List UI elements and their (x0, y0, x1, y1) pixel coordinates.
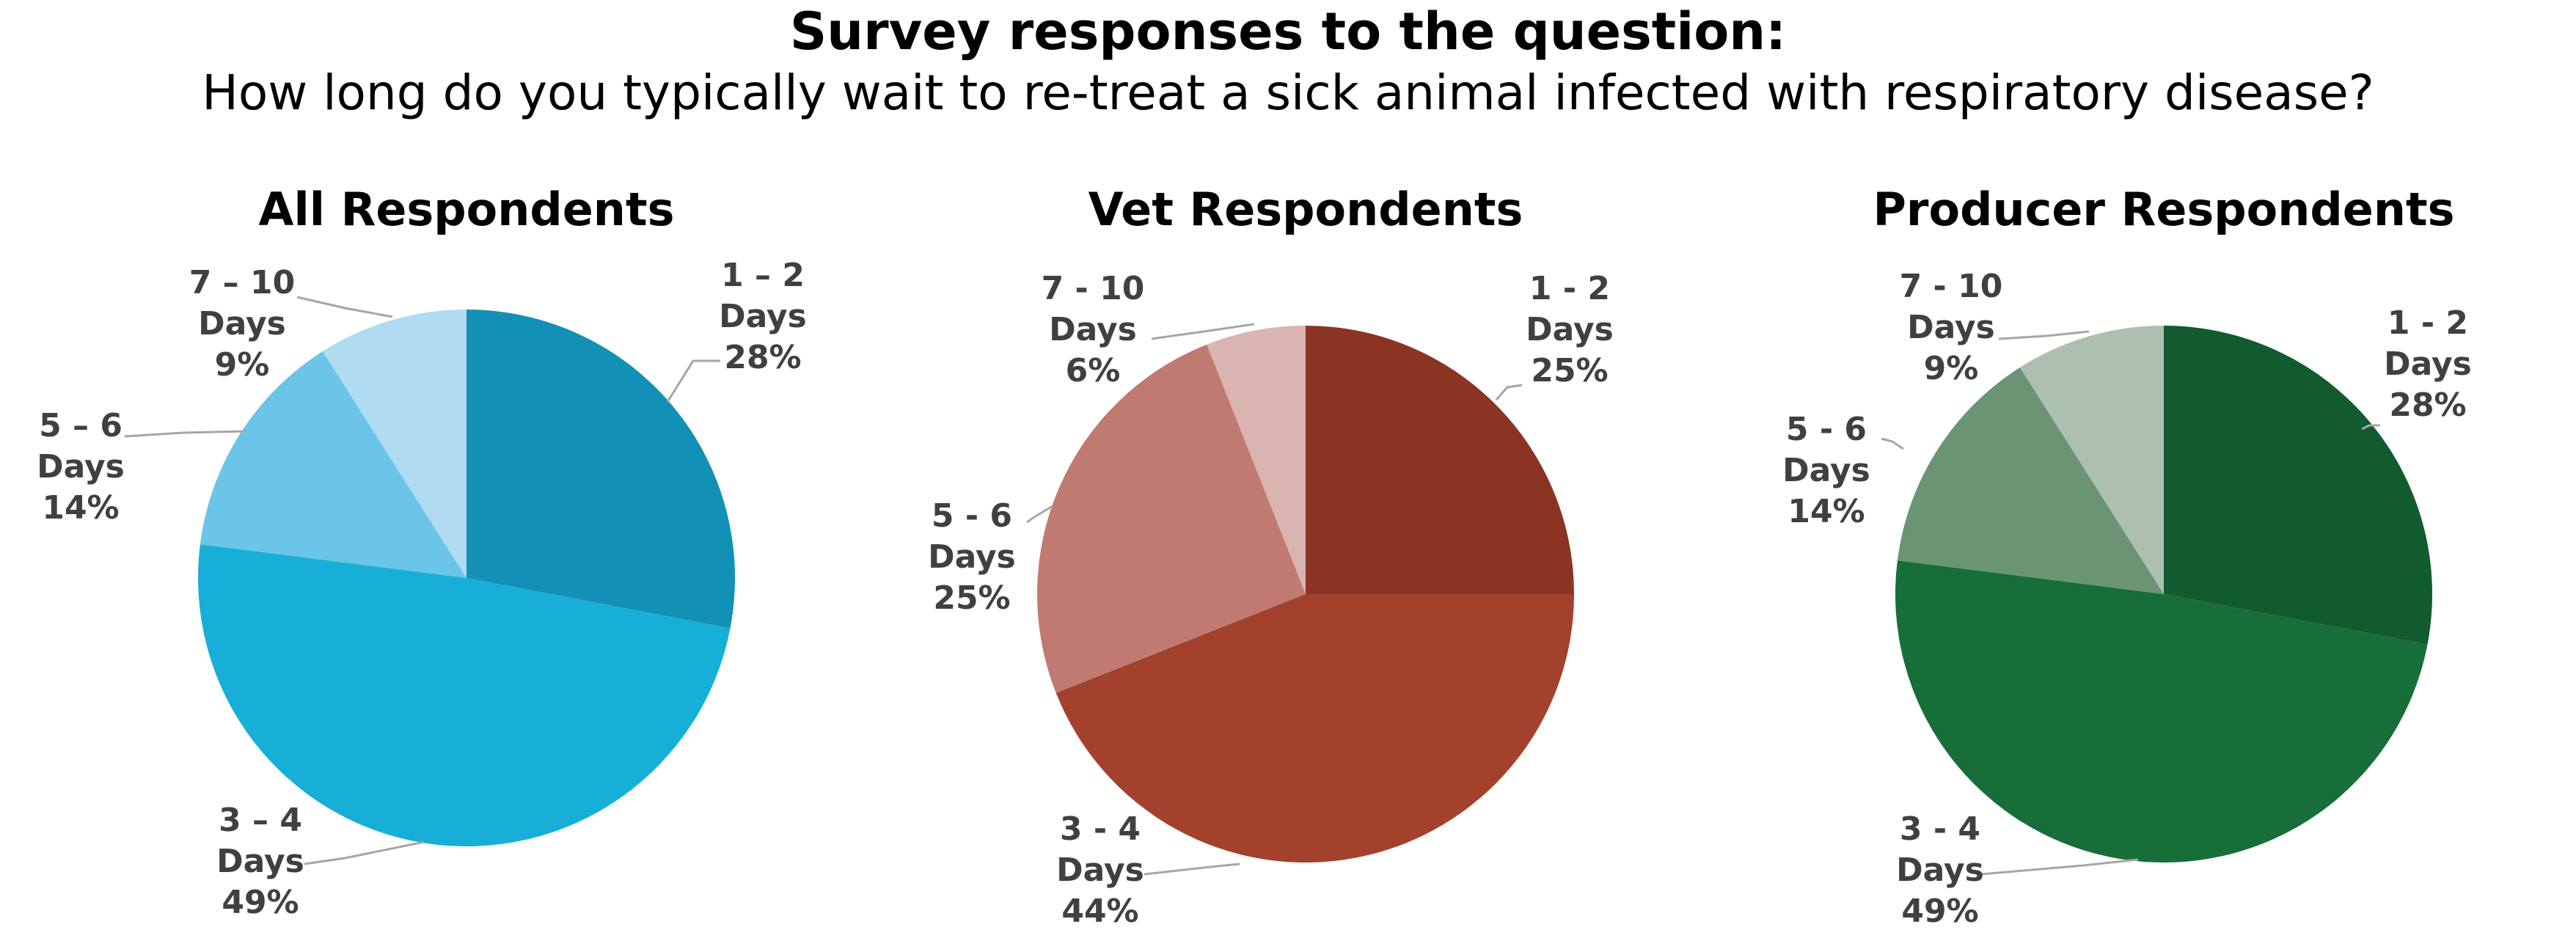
leader-line-2-3 (1026, 505, 1053, 524)
slice-label-line: 1 - 2 (1529, 270, 1610, 307)
slice-label-line: 5 - 6 (932, 497, 1012, 535)
slice-label-line: 5 - 6 (1786, 411, 1867, 448)
leader-line-3-2 (1980, 858, 2139, 876)
leader-line-3-4 (1998, 330, 2090, 340)
chart-title-2: Vet Respondents (1088, 183, 1523, 236)
slice-label-1-1: 1 – 2 Days 28% (719, 257, 807, 376)
slice-label-line: 6% (1066, 352, 1121, 389)
pie-slice-2-3 (1036, 344, 1306, 693)
slice-label-line: Days (1056, 852, 1144, 889)
slice-label-line: 44% (1061, 893, 1138, 930)
slice-label-line: 5 – 6 (39, 407, 122, 444)
slice-label-line: 25% (1531, 352, 1608, 389)
slice-label-2-3: 5 - 6 Days 25% (928, 497, 1016, 617)
slice-label-line: 3 – 4 (219, 802, 302, 839)
slice-label-2-4: 7 - 10 Days 6% (1042, 270, 1145, 389)
pie-slice-2-1 (1306, 326, 1574, 594)
slice-label-line: 1 – 2 (721, 257, 805, 294)
pie-slice-2-2 (1055, 594, 1574, 863)
slice-label-1-3: 5 – 6 Days 14% (37, 407, 125, 527)
pie-slice-1-2 (198, 544, 731, 846)
leader-line-1-2 (304, 841, 425, 865)
slice-label-3-3: 5 - 6 Days 14% (1782, 411, 1870, 530)
leader-line-2-2 (1144, 863, 1240, 876)
leader-line-3-1 (2361, 424, 2380, 431)
slice-label-line: Days (1907, 309, 1995, 346)
slice-label-1-2: 3 – 4 Days 49% (216, 802, 304, 921)
pie-slice-3-4 (2019, 326, 2164, 594)
slice-label-line: Days (1049, 311, 1137, 348)
slice-label-line: Days (1782, 452, 1870, 489)
slice-label-2-1: 1 - 2 Days 25% (1526, 270, 1614, 389)
pie-slice-1-1 (466, 310, 736, 629)
slice-label-line: 9% (1924, 350, 1979, 387)
chart-main-title: Survey responses to the question: (789, 1, 1787, 62)
pie-slice-3-3 (1897, 367, 2164, 594)
leader-line-1-4 (296, 296, 393, 318)
slice-label-line: 7 – 10 (189, 264, 295, 301)
pie-slice-1-4 (322, 310, 466, 578)
pie-slice-1-3 (200, 351, 466, 578)
slice-label-line: 49% (222, 884, 299, 921)
leader-line-1-3 (124, 430, 246, 438)
leader-line-3-3 (1881, 437, 1904, 450)
chart-question-subtitle: How long do you typically wait to re-tre… (202, 65, 2374, 121)
slice-label-line: Days (928, 538, 1016, 576)
slice-label-line: 3 - 4 (1060, 810, 1141, 848)
slice-label-line: 28% (2389, 387, 2466, 424)
slice-label-line: 14% (42, 489, 119, 527)
slice-label-3-1: 1 - 2 Days 28% (2384, 304, 2472, 424)
slice-label-line: 49% (1901, 893, 1978, 930)
slice-label-line: Days (216, 843, 304, 880)
slice-label-line: Days (1526, 311, 1614, 348)
pie-slice-2-4 (1207, 326, 1306, 594)
slice-label-line: 28% (724, 339, 801, 376)
slice-label-1-4: 7 – 10 Days 9% (189, 264, 295, 384)
leader-line-2-1 (1495, 384, 1523, 400)
chart-title-1: All Respondents (259, 183, 675, 236)
slice-label-line: Days (198, 305, 286, 343)
leader-line-1-1 (666, 359, 720, 403)
pie-slice-3-1 (2164, 326, 2433, 645)
slice-label-line: 7 - 10 (1900, 268, 2003, 305)
slice-label-line: 25% (933, 579, 1010, 617)
slice-label-line: Days (2384, 345, 2472, 383)
slice-label-3-4: 7 - 10 Days 9% (1900, 268, 2003, 387)
pie-slice-3-2 (1895, 560, 2428, 863)
slice-label-line: Days (1896, 852, 1984, 889)
slice-label-line: 7 - 10 (1042, 270, 1145, 307)
slice-label-line: 3 - 4 (1900, 810, 1980, 848)
slice-label-line: 9% (215, 346, 270, 384)
leader-line-2-4 (1151, 323, 1255, 340)
slice-label-2-2: 3 - 4 Days 44% (1056, 810, 1144, 930)
slice-label-line: Days (719, 298, 807, 335)
chart-title-3: Producer Respondents (1873, 183, 2454, 236)
slice-label-line: 14% (1788, 493, 1865, 530)
slice-label-line: Days (37, 448, 125, 486)
slice-label-line: 1 - 2 (2387, 304, 2468, 342)
slice-label-3-2: 3 - 4 Days 49% (1896, 810, 1984, 930)
